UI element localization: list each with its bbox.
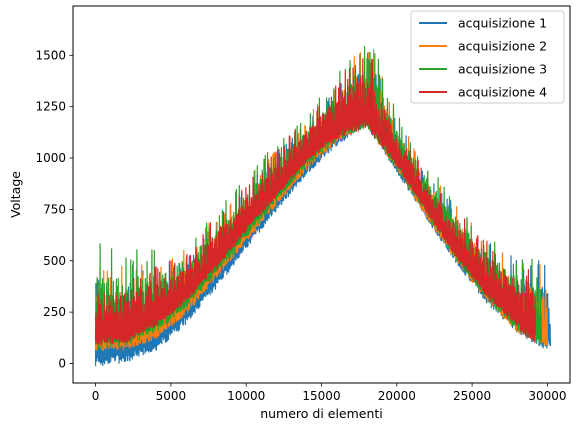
legend: acquisizione 1 acquisizione 2 acquisizio… (410, 10, 565, 104)
y-tick-label: 750 (43, 202, 66, 216)
legend-label: acquisizione 4 (458, 85, 547, 100)
x-tick-label: 30000 (528, 389, 566, 403)
x-tick-label: 20000 (378, 389, 416, 403)
y-axis-ticks: 0 250 500 750 1000 1250 1500 (35, 48, 73, 370)
x-tick-label: 5000 (156, 389, 187, 403)
x-tick-label: 10000 (227, 389, 265, 403)
y-tick-label: 1250 (35, 100, 66, 114)
y-axis-label: Voltage (8, 171, 23, 218)
y-tick-label: 0 (58, 356, 66, 370)
x-axis-ticks: 0 5000 10000 15000 20000 25000 30000 (92, 383, 567, 403)
series-line (95, 58, 536, 345)
y-tick-label: 250 (43, 305, 66, 319)
x-tick-label: 0 (92, 389, 100, 403)
y-tick-label: 1500 (35, 48, 66, 62)
series-layer (95, 46, 551, 367)
y-tick-label: 500 (43, 254, 66, 268)
legend-label: acquisizione 3 (458, 62, 547, 77)
legend-box (410, 10, 565, 104)
x-tick-label: 25000 (453, 389, 491, 403)
legend-label: acquisizione 1 (458, 16, 547, 31)
x-axis-label: numero di elementi (260, 406, 383, 421)
x-tick-label: 15000 (302, 389, 340, 403)
y-tick-label: 1000 (35, 151, 66, 165)
legend-label: acquisizione 2 (458, 39, 547, 54)
